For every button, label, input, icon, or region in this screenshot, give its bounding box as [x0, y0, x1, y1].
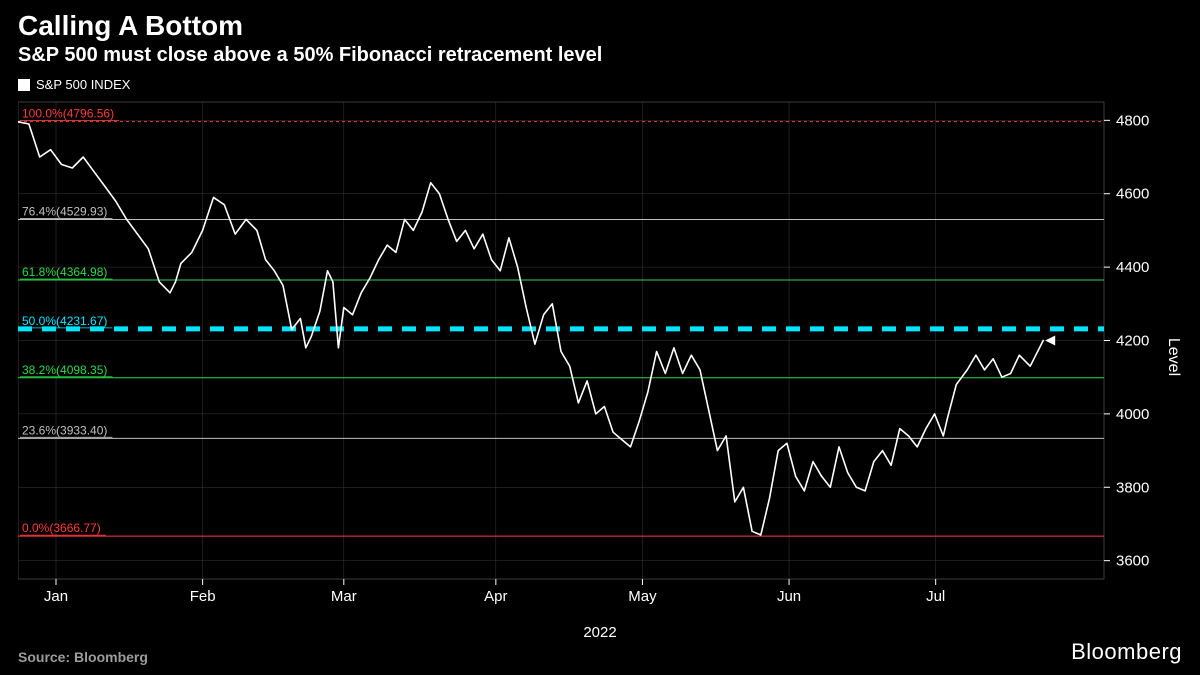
- chart-title: Calling A Bottom: [18, 10, 1182, 42]
- svg-text:Feb: Feb: [190, 588, 216, 605]
- svg-text:Jan: Jan: [44, 588, 68, 605]
- legend: S&P 500 INDEX: [0, 71, 1200, 94]
- svg-text:May: May: [628, 588, 657, 605]
- svg-text:4200: 4200: [1116, 333, 1149, 350]
- svg-text:23.6%(3933.40): 23.6%(3933.40): [22, 423, 107, 437]
- svg-text:Apr: Apr: [484, 588, 507, 605]
- svg-text:Jun: Jun: [777, 588, 801, 605]
- svg-text:4800: 4800: [1116, 112, 1149, 129]
- svg-text:4600: 4600: [1116, 186, 1149, 203]
- y-axis-title: Level: [1164, 337, 1182, 375]
- svg-text:3800: 3800: [1116, 479, 1149, 496]
- svg-text:100.0%(4796.56): 100.0%(4796.56): [22, 107, 114, 121]
- svg-text:4000: 4000: [1116, 406, 1149, 423]
- svg-text:50.0%(4231.67): 50.0%(4231.67): [22, 314, 107, 328]
- chart-subtitle: S&P 500 must close above a 50% Fibonacci…: [18, 44, 1182, 67]
- price-chart: 3600 3800 4000 4200 4400 4600 4800 Jan Feb Mar Apr…: [18, 98, 1182, 615]
- svg-text:Jul: Jul: [926, 588, 945, 605]
- brand-logo: Bloomberg: [1071, 639, 1182, 665]
- chart-area: 3600 3800 4000 4200 4400 4600 4800 Jan Feb Mar Apr…: [18, 98, 1182, 615]
- svg-text:4400: 4400: [1116, 259, 1149, 276]
- svg-text:0.0%(3666.77): 0.0%(3666.77): [22, 521, 101, 535]
- svg-text:Mar: Mar: [331, 588, 357, 605]
- svg-text:61.8%(4364.98): 61.8%(4364.98): [22, 265, 107, 279]
- legend-swatch: [18, 79, 30, 91]
- source-attribution: Source: Bloomberg: [18, 649, 148, 665]
- svg-text:3600: 3600: [1116, 553, 1149, 570]
- svg-text:38.2%(4098.35): 38.2%(4098.35): [22, 363, 107, 377]
- legend-label: S&P 500 INDEX: [36, 77, 130, 92]
- svg-text:76.4%(4529.93): 76.4%(4529.93): [22, 204, 107, 218]
